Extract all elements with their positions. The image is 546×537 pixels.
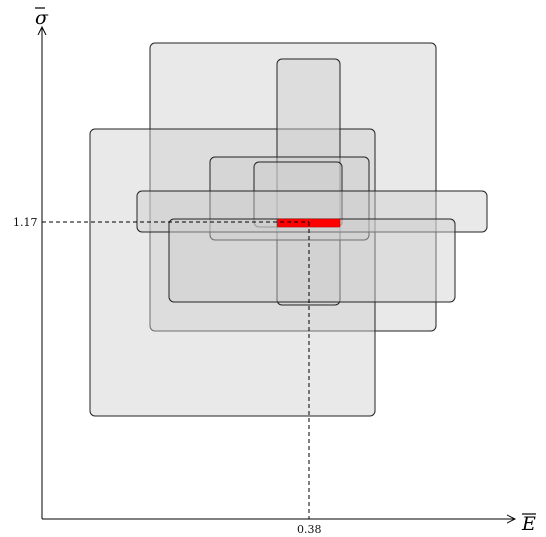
box-1 <box>149 42 437 332</box>
box-7 <box>168 218 456 303</box>
x-tick-label: 0.38 <box>297 523 322 536</box>
x-axis-label: E <box>521 513 536 535</box>
box-2 <box>89 128 376 417</box>
box-3 <box>276 58 341 306</box>
box-group <box>89 42 488 417</box>
y-axis-label: σ <box>35 7 49 29</box>
y-tick-label: 1.17 <box>13 216 38 229</box>
